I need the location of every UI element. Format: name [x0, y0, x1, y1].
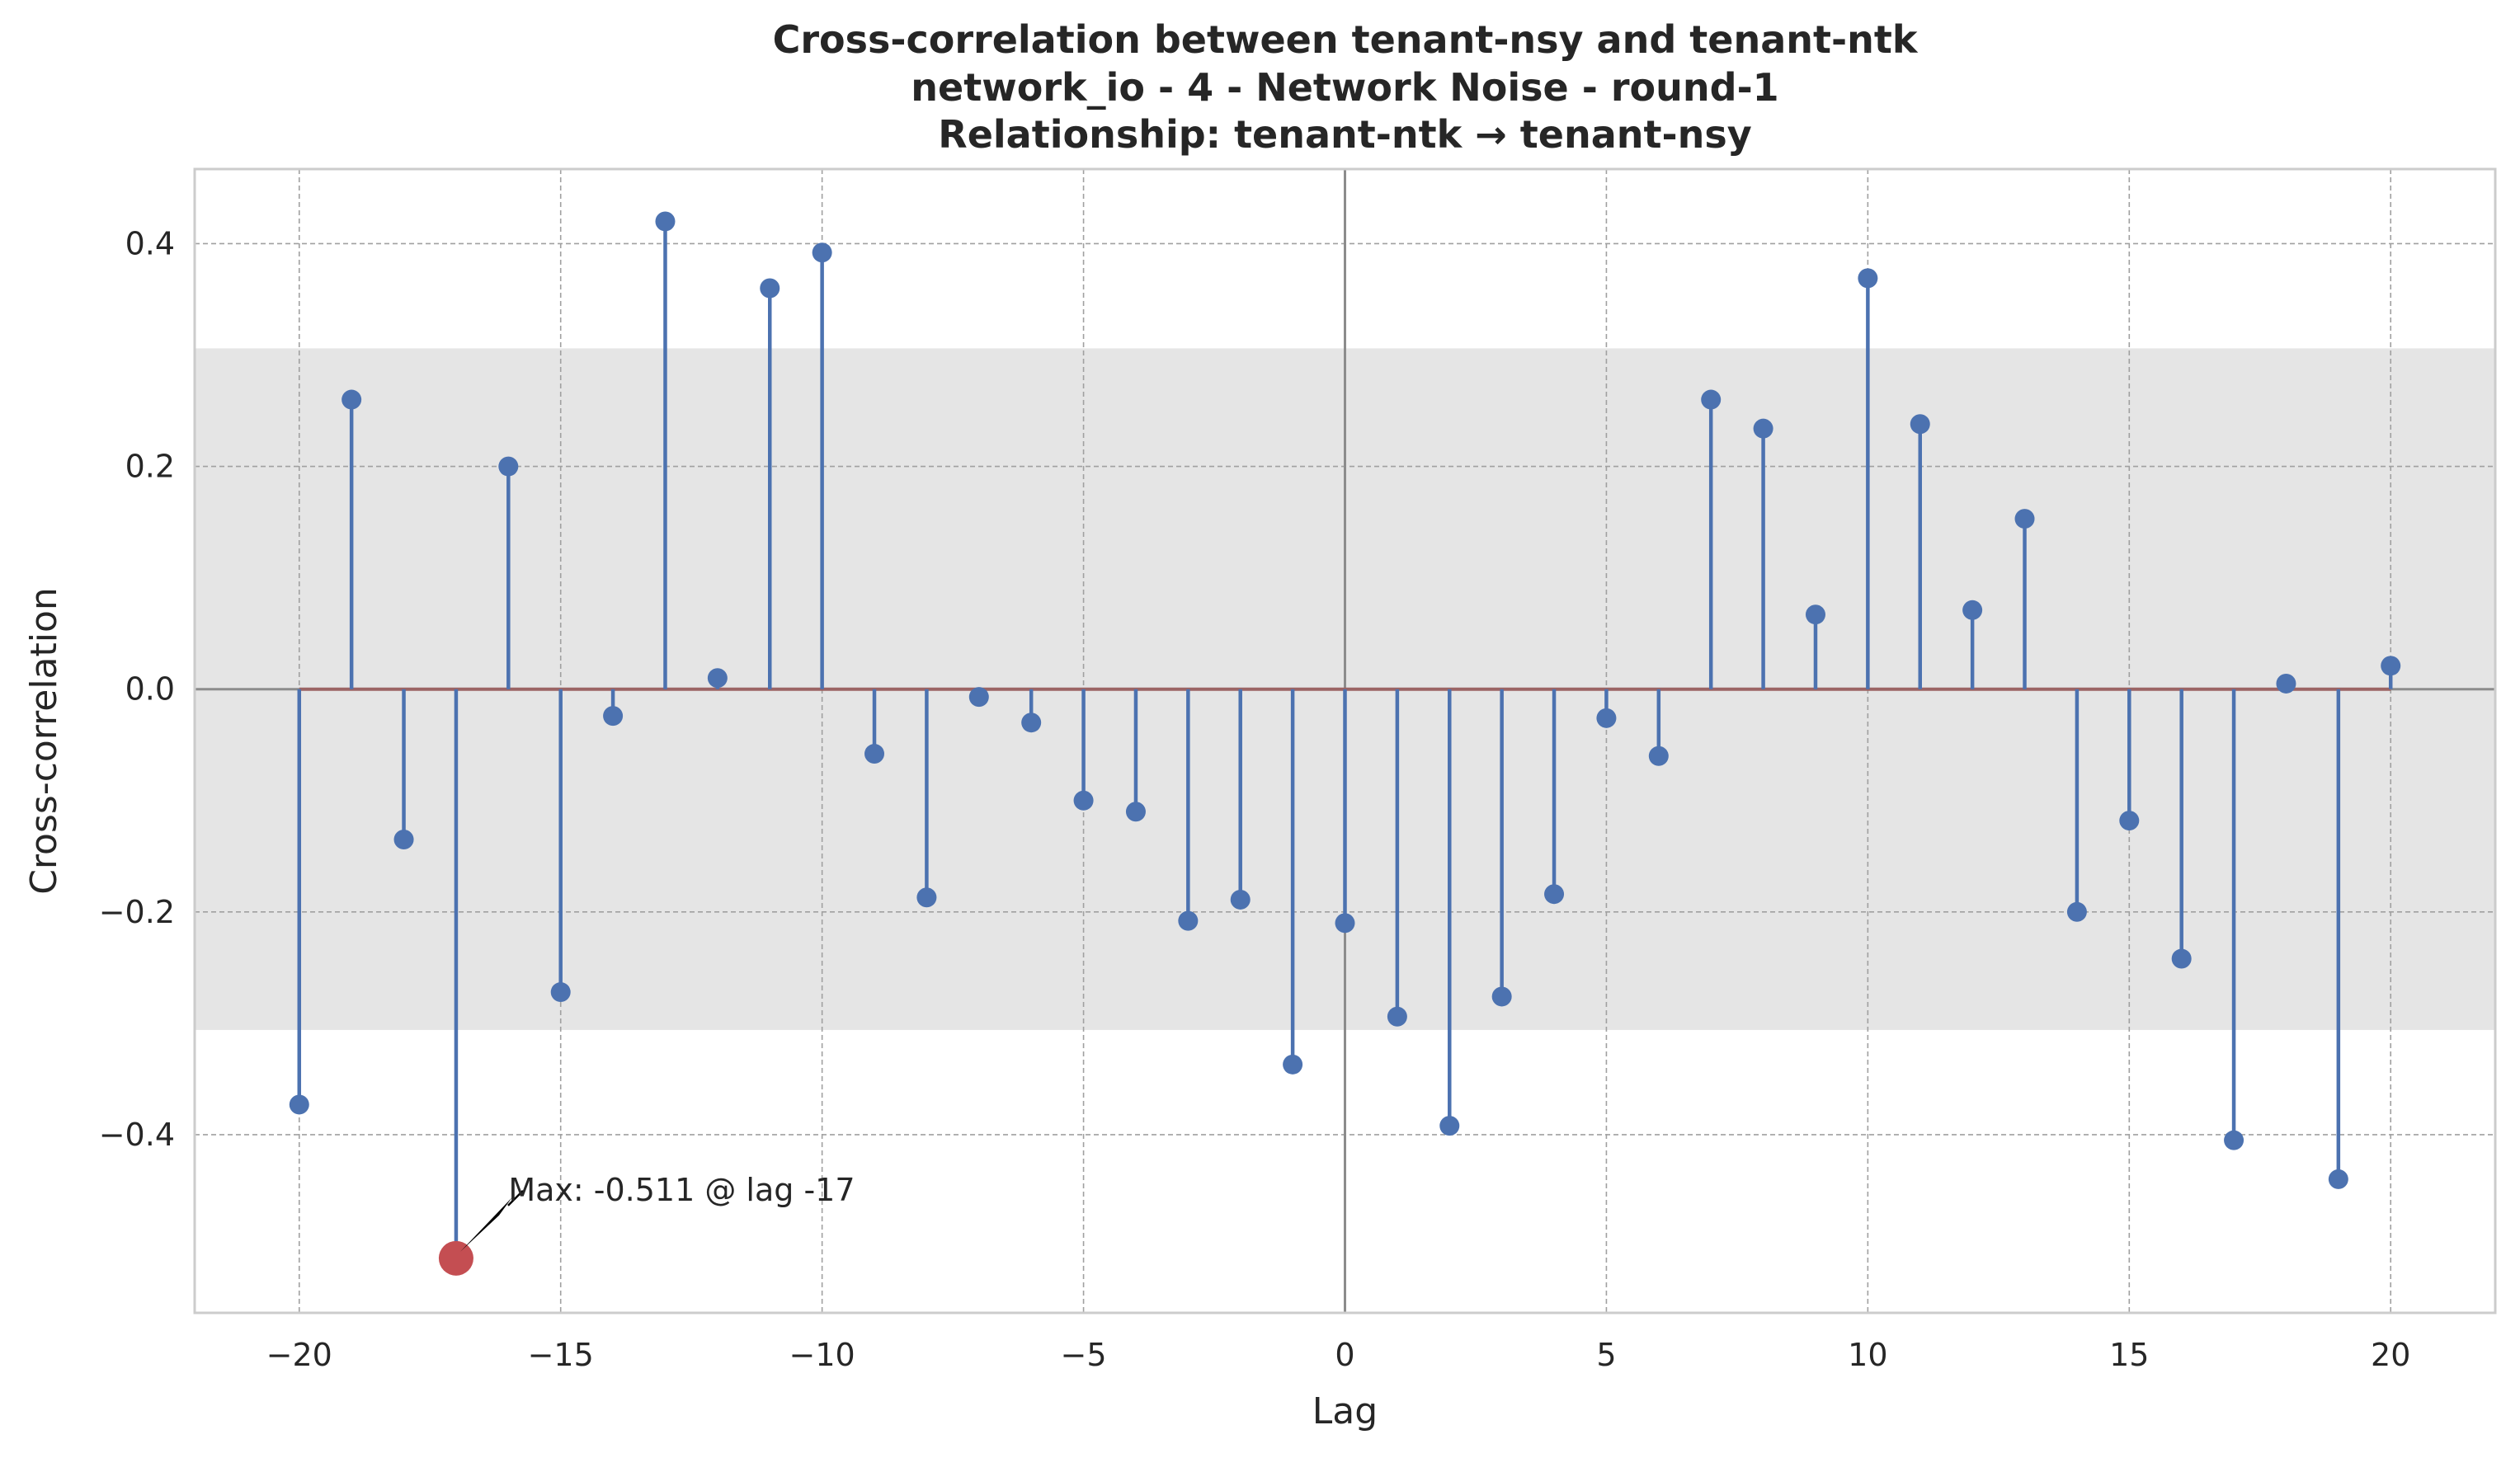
stem-marker	[1387, 1006, 1407, 1027]
y-tick-label: −0.4	[99, 1117, 175, 1153]
annotation-arrow-head	[459, 1197, 512, 1252]
stem-marker	[603, 706, 624, 727]
stem-marker	[498, 456, 519, 477]
stem-marker	[1910, 414, 1930, 435]
stem-marker	[1648, 745, 1669, 766]
x-tick-label: 15	[2109, 1337, 2149, 1373]
stem-marker	[341, 389, 362, 410]
stem-marker	[2276, 673, 2296, 694]
stem-marker	[2014, 509, 2035, 529]
max-marker	[438, 1240, 473, 1276]
x-tick-label: −10	[789, 1337, 855, 1373]
stem-marker	[1178, 910, 1199, 931]
stem-marker	[2066, 901, 2087, 922]
x-tick-label: 20	[2371, 1337, 2410, 1373]
stem-marker	[2119, 811, 2140, 831]
stem-marker	[1858, 268, 1878, 289]
stem-marker	[1073, 790, 1094, 811]
stem-marker	[1125, 802, 1146, 822]
annotation-arrow-shaft	[507, 1189, 524, 1206]
stem-marker	[2381, 656, 2401, 676]
stem-marker	[1283, 1054, 1303, 1075]
stem-marker	[655, 211, 676, 232]
chart-title-line-2: network_io - 4 - Network Noise - round-1	[911, 65, 1778, 110]
stem-marker	[1544, 884, 1565, 905]
stem-marker	[864, 744, 885, 764]
stem-marker	[550, 982, 571, 1003]
stem-marker	[707, 668, 728, 689]
y-tick-label: −0.2	[99, 894, 175, 930]
x-tick-label: 0	[1335, 1337, 1354, 1373]
stem-marker	[2328, 1169, 2348, 1189]
x-tick-label: 10	[1848, 1337, 1887, 1373]
stem-marker	[968, 687, 989, 708]
x-tick-label: 5	[1596, 1337, 1616, 1373]
chart-title-line-1: Cross-correlation between tenant-nsy and…	[773, 17, 1919, 62]
plot-frame	[193, 167, 2497, 1315]
stem-marker	[1439, 1116, 1460, 1136]
stem-marker	[289, 1094, 309, 1115]
chart-title-line-3: Relationship: tenant-ntk → tenant-nsy	[938, 112, 1751, 157]
stem-marker	[2224, 1130, 2244, 1150]
stem-marker	[1230, 889, 1251, 910]
stem-marker	[1753, 418, 1773, 439]
y-axis-label: Cross-correlation	[23, 587, 65, 895]
stem-marker	[760, 278, 780, 299]
x-tick-label: −5	[1061, 1337, 1107, 1373]
x-axis-label: Lag	[1312, 1390, 1378, 1432]
stem-marker	[1805, 604, 1825, 625]
stem-marker	[916, 887, 937, 908]
x-tick-label: −15	[528, 1337, 594, 1373]
y-tick-label: 0.4	[125, 225, 175, 261]
stem-marker	[1962, 600, 1983, 620]
stem-marker	[1701, 389, 1722, 410]
stem-marker	[1596, 708, 1617, 728]
stem-marker	[2171, 948, 2192, 969]
stem-marker	[393, 830, 414, 850]
stem-marker	[1335, 913, 1355, 934]
stem-marker	[812, 242, 832, 263]
stem-marker	[1021, 713, 1042, 733]
x-tick-label: −20	[266, 1337, 332, 1373]
y-tick-label: 0.2	[125, 449, 175, 485]
y-tick-label: 0.0	[125, 671, 175, 708]
max-annotation-label: Max: -0.511 @ lag -17	[508, 1172, 855, 1208]
stem-marker	[1491, 986, 1512, 1007]
